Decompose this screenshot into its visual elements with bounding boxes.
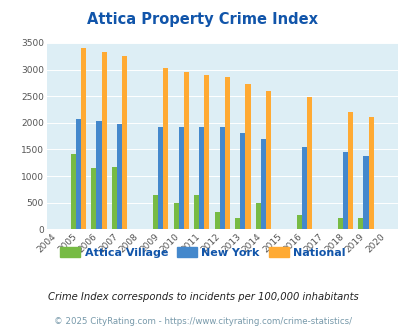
Bar <box>358 218 362 229</box>
Bar <box>255 203 260 229</box>
Text: © 2025 CityRating.com - https://www.cityrating.com/crime-statistics/: © 2025 CityRating.com - https://www.city… <box>54 317 351 326</box>
Bar <box>296 215 301 229</box>
Bar <box>194 195 199 229</box>
Bar <box>101 52 107 229</box>
Bar <box>70 154 76 229</box>
Legend: Attica Village, New York, National: Attica Village, New York, National <box>58 245 347 260</box>
Bar <box>204 75 209 229</box>
Bar <box>76 118 81 229</box>
Bar <box>301 147 306 229</box>
Bar <box>368 117 373 229</box>
Bar <box>117 124 122 229</box>
Bar <box>163 68 168 229</box>
Bar <box>173 203 178 229</box>
Bar <box>362 156 368 229</box>
Bar <box>245 84 250 229</box>
Bar <box>81 48 86 229</box>
Bar <box>240 133 245 229</box>
Bar <box>337 218 342 229</box>
Bar <box>178 126 183 229</box>
Bar <box>183 72 188 229</box>
Bar <box>112 167 117 229</box>
Text: Attica Property Crime Index: Attica Property Crime Index <box>87 12 318 26</box>
Bar <box>219 127 224 229</box>
Bar <box>158 126 163 229</box>
Bar <box>153 195 158 229</box>
Bar <box>199 127 204 229</box>
Bar <box>214 212 219 229</box>
Bar <box>224 77 229 229</box>
Bar <box>347 112 352 229</box>
Bar <box>342 152 347 229</box>
Bar <box>234 217 240 229</box>
Bar <box>260 139 265 229</box>
Bar <box>265 91 271 229</box>
Bar <box>306 97 311 229</box>
Bar <box>96 121 101 229</box>
Bar <box>91 168 96 229</box>
Bar <box>122 56 127 229</box>
Text: Crime Index corresponds to incidents per 100,000 inhabitants: Crime Index corresponds to incidents per… <box>47 292 358 302</box>
